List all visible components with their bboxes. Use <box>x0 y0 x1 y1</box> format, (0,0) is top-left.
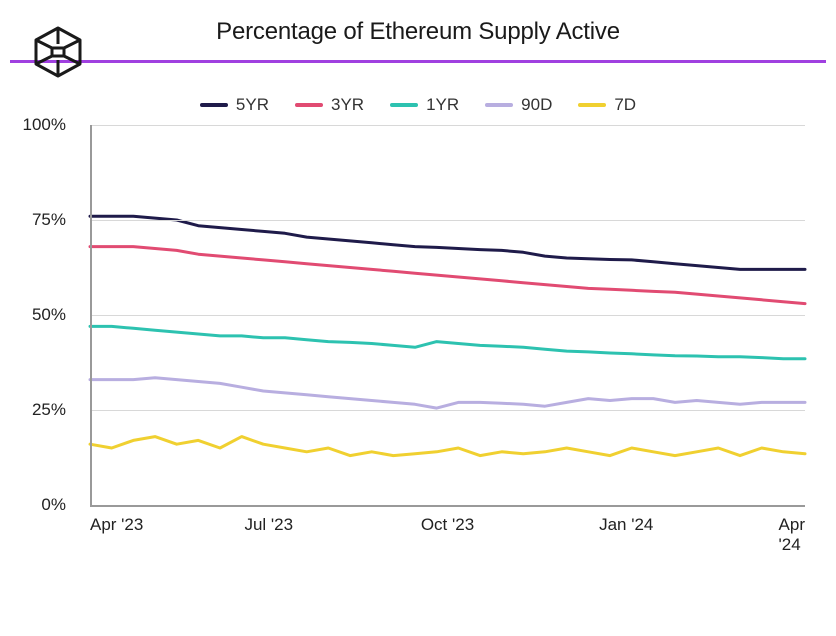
series-line-7d <box>90 437 805 456</box>
legend-label: 90D <box>521 95 552 115</box>
series-line-1yr <box>90 326 805 358</box>
x-tick-label: Jan '24 <box>599 515 653 535</box>
chart-header: Percentage of Ethereum Supply Active <box>0 0 836 60</box>
legend-swatch <box>295 103 323 107</box>
y-tick-label: 50% <box>32 305 66 325</box>
chart-title: Percentage of Ethereum Supply Active <box>30 18 806 46</box>
series-line-5yr <box>90 216 805 269</box>
legend-swatch <box>578 103 606 107</box>
y-tick-label: 100% <box>23 115 66 135</box>
gridline <box>90 410 805 411</box>
legend-item-90d: 90D <box>485 95 552 115</box>
x-tick-label: Oct '23 <box>421 515 474 535</box>
y-tick-label: 75% <box>32 210 66 230</box>
legend-item-5yr: 5YR <box>200 95 269 115</box>
legend-label: 5YR <box>236 95 269 115</box>
legend-label: 7D <box>614 95 636 115</box>
legend-swatch <box>390 103 418 107</box>
series-line-90d <box>90 378 805 408</box>
y-axis-line <box>90 125 92 505</box>
x-tick-label: Apr '23 <box>90 515 143 535</box>
legend-swatch <box>485 103 513 107</box>
gridline <box>90 125 805 126</box>
legend-item-1yr: 1YR <box>390 95 459 115</box>
chart-area: 0%25%50%75%100% Apr '23Jul '23Oct '23Jan… <box>0 125 836 535</box>
gridline <box>90 220 805 221</box>
legend-swatch <box>200 103 228 107</box>
series-line-3yr <box>90 247 805 304</box>
y-tick-label: 0% <box>41 495 66 515</box>
plot-area <box>90 125 805 505</box>
legend-label: 3YR <box>331 95 364 115</box>
legend-label: 1YR <box>426 95 459 115</box>
x-tick-label: Apr '24 <box>779 515 805 555</box>
brand-logo-icon <box>30 24 86 85</box>
y-tick-label: 25% <box>32 400 66 420</box>
x-tick-label: Jul '23 <box>244 515 293 535</box>
chart-legend: 5YR 3YR 1YR 90D 7D <box>0 63 836 125</box>
gridline <box>90 315 805 316</box>
x-axis-labels: Apr '23Jul '23Oct '23Jan '24Apr '24 <box>90 505 805 535</box>
legend-item-7d: 7D <box>578 95 636 115</box>
legend-item-3yr: 3YR <box>295 95 364 115</box>
y-axis-labels: 0%25%50%75%100% <box>0 125 78 505</box>
